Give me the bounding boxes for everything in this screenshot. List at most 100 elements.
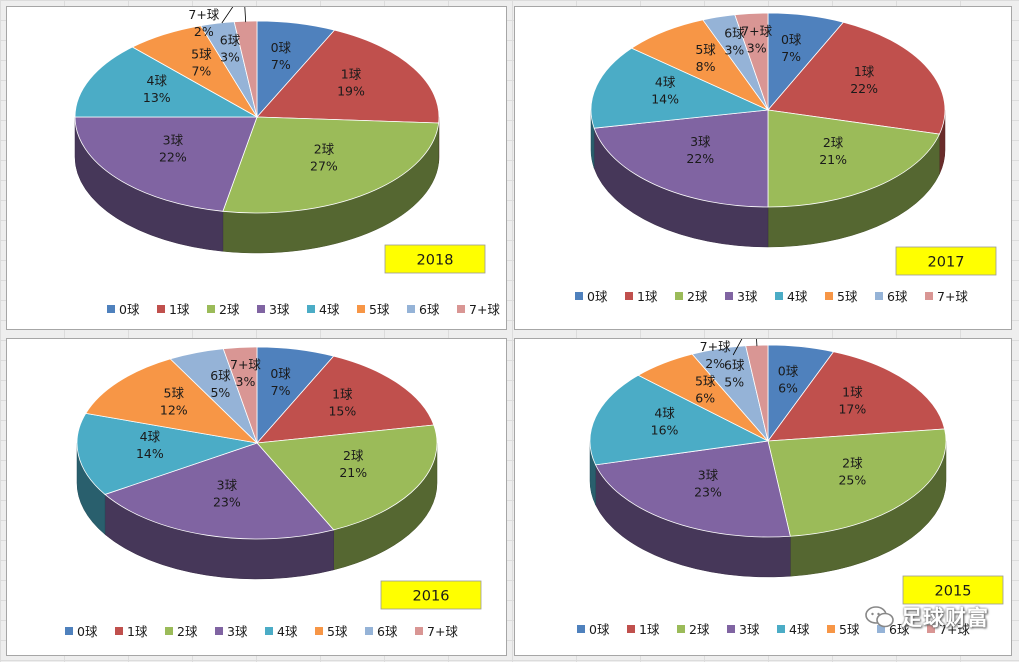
- slice-category-label: 1球: [332, 387, 353, 402]
- pie-slice-1球[interactable]: [767, 351, 946, 442]
- slice-category-label: 5球: [695, 42, 716, 57]
- legend-label: 3球: [269, 302, 290, 317]
- pie-slice-7+球[interactable]: [222, 346, 258, 444]
- year-badge-text: 2016: [413, 589, 450, 605]
- pie-slice-2球[interactable]: [767, 428, 947, 537]
- pie-slice-2球[interactable]: [256, 424, 438, 531]
- pie-chart-svg: 0球7% 1球15%2球21%3球23%4球14%5球12%6球5%7+球3%20…: [65, 346, 482, 639]
- slice-category-label: 0球: [778, 363, 799, 378]
- slice-category-label: 1球: [842, 385, 863, 400]
- slice-category-label: 2球: [314, 142, 335, 157]
- legend-swatch: [257, 305, 265, 313]
- slice-percent-label: 2%: [705, 356, 725, 371]
- legend-swatch: [827, 625, 835, 633]
- chart-panel-2015[interactable]: 0球 6% 1球 17% 2球 25% 3球 23% 4球 16% 5球 6% 6球 5% 7+球 2% 201…: [514, 338, 1012, 656]
- pie-slice-5球[interactable]: [630, 19, 770, 111]
- slice-percent-label: 17%: [838, 402, 866, 417]
- legend-swatch: [675, 292, 683, 300]
- pie-slice-3球[interactable]: [594, 440, 791, 538]
- legend-label: 7+球: [937, 289, 968, 304]
- slice-category-label: 1球: [341, 67, 362, 82]
- slice-category-label: 0球: [781, 32, 802, 47]
- slice-category-label: 4球: [140, 429, 161, 444]
- legend-swatch: [875, 292, 883, 300]
- pie-slice-7+球[interactable]: [734, 12, 769, 111]
- pie-slice-2球[interactable]: [222, 116, 440, 214]
- slice-percent-label: 14%: [651, 92, 679, 107]
- legend-swatch: [115, 627, 123, 635]
- legend-swatch: [107, 305, 115, 313]
- legend-swatch: [407, 305, 415, 313]
- legend-label: 2球: [219, 302, 240, 317]
- slice-category-label: 6球: [220, 32, 241, 47]
- slice-percent-label: 6%: [778, 380, 798, 395]
- chart-panel-2016[interactable]: 0球 7% 1球 15% 2球 21% 3球 23% 4球 14% 5球 12% 6球 5% 7+球 3% 20…: [6, 338, 507, 656]
- slice-percent-label: 3%: [747, 40, 767, 55]
- legend-label: 4球: [789, 622, 810, 637]
- legend-label: 4球: [277, 624, 298, 639]
- pie-slice-4球[interactable]: [74, 46, 259, 118]
- pie-slice-3球[interactable]: [593, 109, 769, 208]
- legend-label: 1球: [637, 289, 658, 304]
- legend-label: 7+球: [939, 622, 970, 637]
- slice-category-label: 2球: [823, 135, 844, 150]
- legend-label: 6球: [377, 624, 398, 639]
- pie-chart-svg: 0球7%1球22%2球21%3球22%4球14%5球8%6球3%7+球3%201…: [575, 12, 997, 304]
- pie-slice-4球[interactable]: [590, 47, 770, 129]
- chart-panel-2018[interactable]: 0球 7% 1球 19% 2球 27% 3球 22% 4球 13% 5球 7% 6球 3% 7+球 2% 201…: [6, 6, 507, 330]
- slice-category-label: 5球: [695, 373, 716, 388]
- legend: 0球 1球 2球 3球 4球 5球 6球 7+球: [577, 622, 970, 637]
- legend-swatch: [825, 292, 833, 300]
- slice-category-label: 3球: [163, 133, 184, 148]
- pie-slice-3球[interactable]: [74, 116, 258, 212]
- slice-percent-label: 23%: [694, 485, 722, 500]
- pie-slice-1球[interactable]: [256, 355, 435, 444]
- legend-label: 1球: [127, 624, 148, 639]
- slice-percent-label: 21%: [339, 465, 367, 480]
- legend-swatch: [307, 305, 315, 313]
- slice-percent-label: 27%: [310, 159, 338, 174]
- pie-slice-4球[interactable]: [76, 412, 258, 495]
- leader-line: [732, 339, 758, 356]
- legend-label: 4球: [787, 289, 808, 304]
- legend-label: 2球: [689, 622, 710, 637]
- legend-label: 0球: [587, 289, 608, 304]
- pie-chart-svg: 0球 7% 1球 19% 2球 27% 3球 22% 4球 13% 5球 7% 6球 3% 7+球 2% 201…: [74, 7, 500, 317]
- slice-percent-label: 12%: [160, 402, 188, 417]
- legend-swatch: [725, 292, 733, 300]
- slice-percent-label: 3%: [724, 43, 744, 58]
- legend-label: 0球: [119, 302, 140, 317]
- pie-slice-5球[interactable]: [85, 358, 259, 444]
- pie-slice-4球[interactable]: [589, 374, 770, 466]
- year-badge: [895, 246, 997, 276]
- slice-percent-label: 22%: [159, 150, 187, 165]
- pie-slice-3球[interactable]: [104, 442, 335, 540]
- legend-label: 0球: [589, 622, 610, 637]
- legend-label: 3球: [227, 624, 248, 639]
- slice-category-label: 7+球: [188, 7, 219, 22]
- pie-slice-1球[interactable]: [256, 29, 440, 124]
- legend-label: 3球: [739, 622, 760, 637]
- pie-slice-2球[interactable]: [767, 109, 941, 208]
- slice-percent-label: 19%: [337, 84, 365, 99]
- chart-panel-2017[interactable]: 0球 7% 1球 22% 2球 21% 3球 22% 4球 14% 5球 8% 6球 3% 7+球 3% 201…: [514, 6, 1012, 330]
- slice-percent-label: 3%: [236, 374, 256, 389]
- slice-percent-label: 22%: [686, 151, 714, 166]
- legend-label: 1球: [639, 622, 660, 637]
- slice-percent-label: 3%: [220, 49, 240, 64]
- slice-percent-label: 8%: [696, 59, 716, 74]
- legend-swatch: [315, 627, 323, 635]
- legend-label: 4球: [319, 302, 340, 317]
- pie-slice-1球[interactable]: [767, 21, 946, 135]
- slice-category-label: 7+球: [741, 23, 772, 38]
- legend-label: 7+球: [469, 302, 500, 317]
- legend-label: 0球: [77, 624, 98, 639]
- slice-category-label: 1球: [854, 64, 875, 79]
- slice-percent-label: 7%: [781, 49, 801, 64]
- watermark-text: 足球财富: [901, 606, 989, 630]
- year-badge-text: 2017: [928, 255, 965, 271]
- legend-swatch: [727, 625, 735, 633]
- slice-category-label: 4球: [147, 73, 168, 88]
- legend: 0球 1球 2球 3球 4球 5球 6球 7+球: [107, 302, 500, 317]
- legend-label: 5球: [837, 289, 858, 304]
